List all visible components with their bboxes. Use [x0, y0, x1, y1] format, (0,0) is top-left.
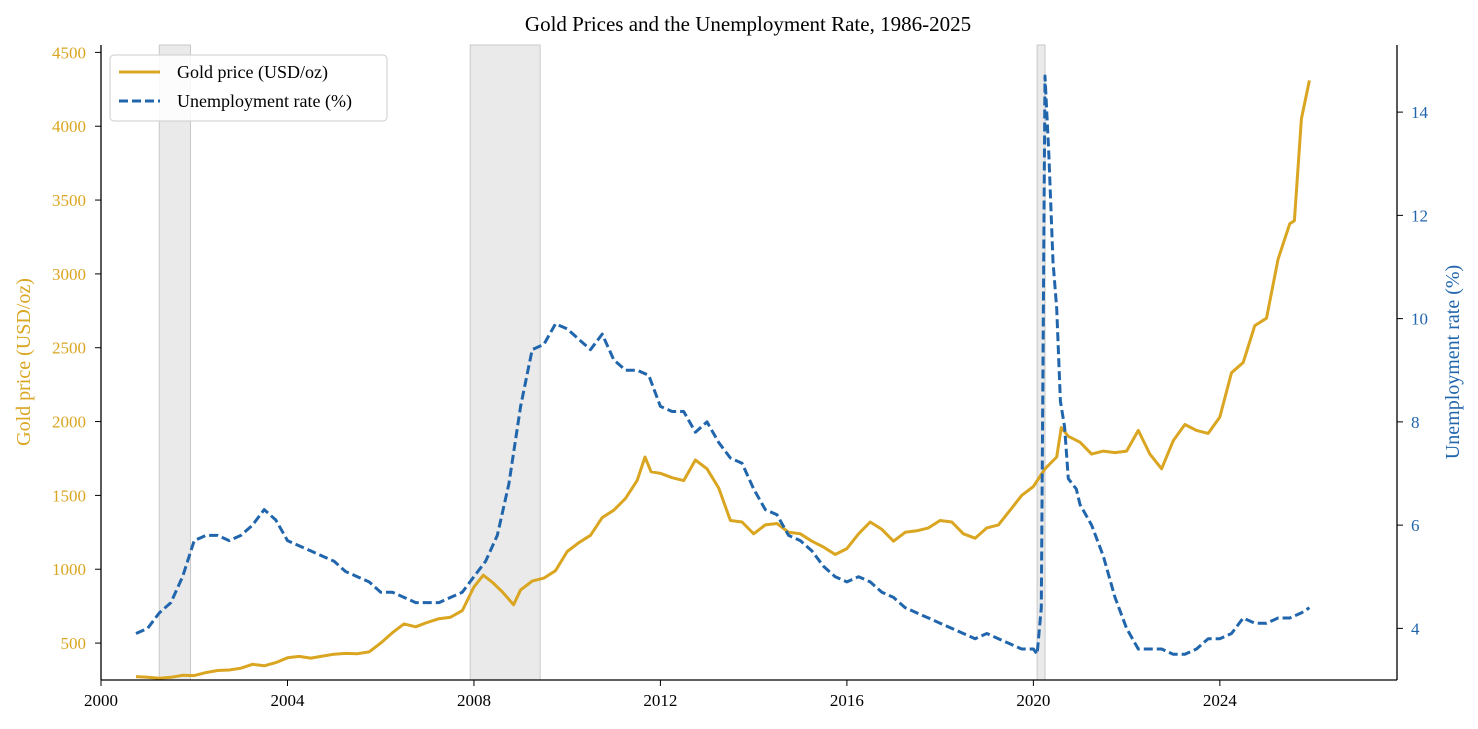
recession-bands: [158, 44, 1046, 681]
x-tick-label: 2012: [643, 691, 677, 710]
recession-band-1: [469, 44, 541, 681]
y-right-tick-label: 10: [1411, 310, 1428, 329]
y-right-tick-label: 12: [1411, 206, 1428, 225]
y-left-tick-label: 3000: [52, 265, 86, 284]
axes-layer: 2000 2004 2008 2012 2016 2020 2024 500 1000 1500 2…: [52, 43, 1429, 710]
x-tick-label: 2000: [84, 691, 118, 710]
y-right-tick-label: 8: [1411, 413, 1420, 432]
x-tick-label: 2004: [270, 691, 305, 710]
y-left-tick-label: 1500: [52, 486, 86, 505]
gold-price-line: [135, 80, 1311, 680]
y-right-tick-label: 6: [1411, 516, 1420, 535]
y-left-tick-label: 1000: [52, 560, 86, 579]
legend: Gold price (USD/oz) Unemployment rate (%…: [109, 54, 388, 122]
chart-title: Gold Prices and the Unemployment Rate, 1…: [525, 12, 971, 36]
y-axis-right-label: Unemployment rate (%): [1442, 265, 1464, 459]
unemployment-rate-line: [135, 74, 1311, 656]
series-layer: [135, 74, 1311, 680]
y-left-tick-label: 4500: [52, 43, 86, 62]
y-left-tick-label: 2000: [52, 413, 86, 432]
recession-band-0: [158, 44, 192, 681]
legend-gold-label: Gold price (USD/oz): [177, 62, 328, 83]
y-left-tick-label: 4000: [52, 117, 86, 136]
y-axis-left-label: Gold price (USD/oz): [13, 278, 35, 446]
y-left-tick-label: 2500: [52, 339, 86, 358]
legend-box: [109, 54, 388, 122]
y-right-tick-label: 4: [1411, 619, 1420, 638]
y-right-tick-label: 14: [1411, 103, 1429, 122]
legend-unemployment-label: Unemployment rate (%): [177, 91, 352, 112]
x-tick-label: 2008: [457, 691, 491, 710]
x-tick-label: 2020: [1016, 691, 1050, 710]
x-tick-label: 2024: [1203, 691, 1238, 710]
y-left-tick-label: 500: [61, 634, 87, 653]
x-tick-label: 2016: [830, 691, 864, 710]
y-left-tick-label: 3500: [52, 191, 86, 210]
